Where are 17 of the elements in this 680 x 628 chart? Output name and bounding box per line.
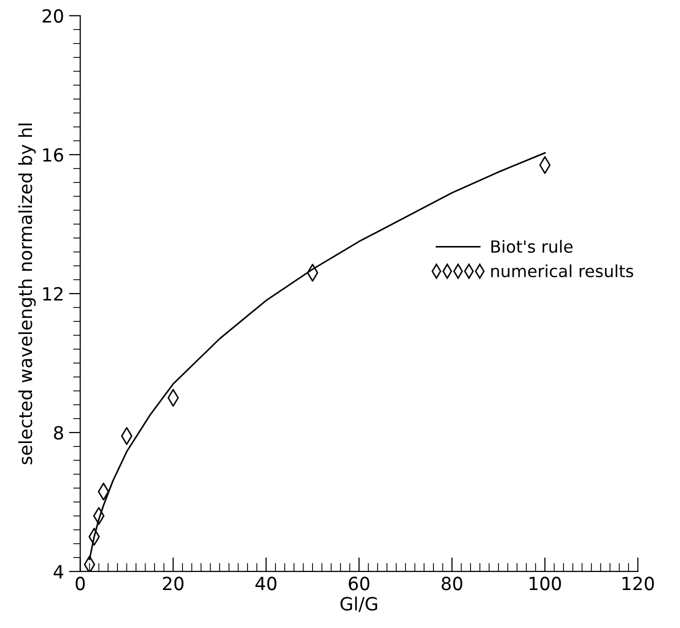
y-tick-label: 12 [43, 287, 62, 300]
legend-label: numerical results [491, 264, 634, 278]
legend-label: Biot's rule [491, 240, 573, 253]
x-tick-label: 80 [442, 576, 462, 590]
x-tick-label: 0 [76, 576, 85, 590]
x-axis-title: Gl/G [340, 596, 378, 612]
point [84, 556, 96, 572]
y-tick-label: 8 [54, 426, 64, 440]
x-tick-label: 100 [530, 576, 561, 590]
y-tick-label: 4 [54, 565, 64, 578]
x-tick-label: 60 [348, 576, 370, 590]
y-axis-title: selected wavelength normalized by hl [18, 124, 36, 464]
x-tick-label: 40 [256, 576, 276, 590]
x-tick-label: 20 [163, 576, 184, 590]
x-tick-label: 120 [622, 576, 654, 590]
y-tick-label: 20 [42, 9, 64, 23]
y-tick-label: 16 [43, 148, 64, 162]
